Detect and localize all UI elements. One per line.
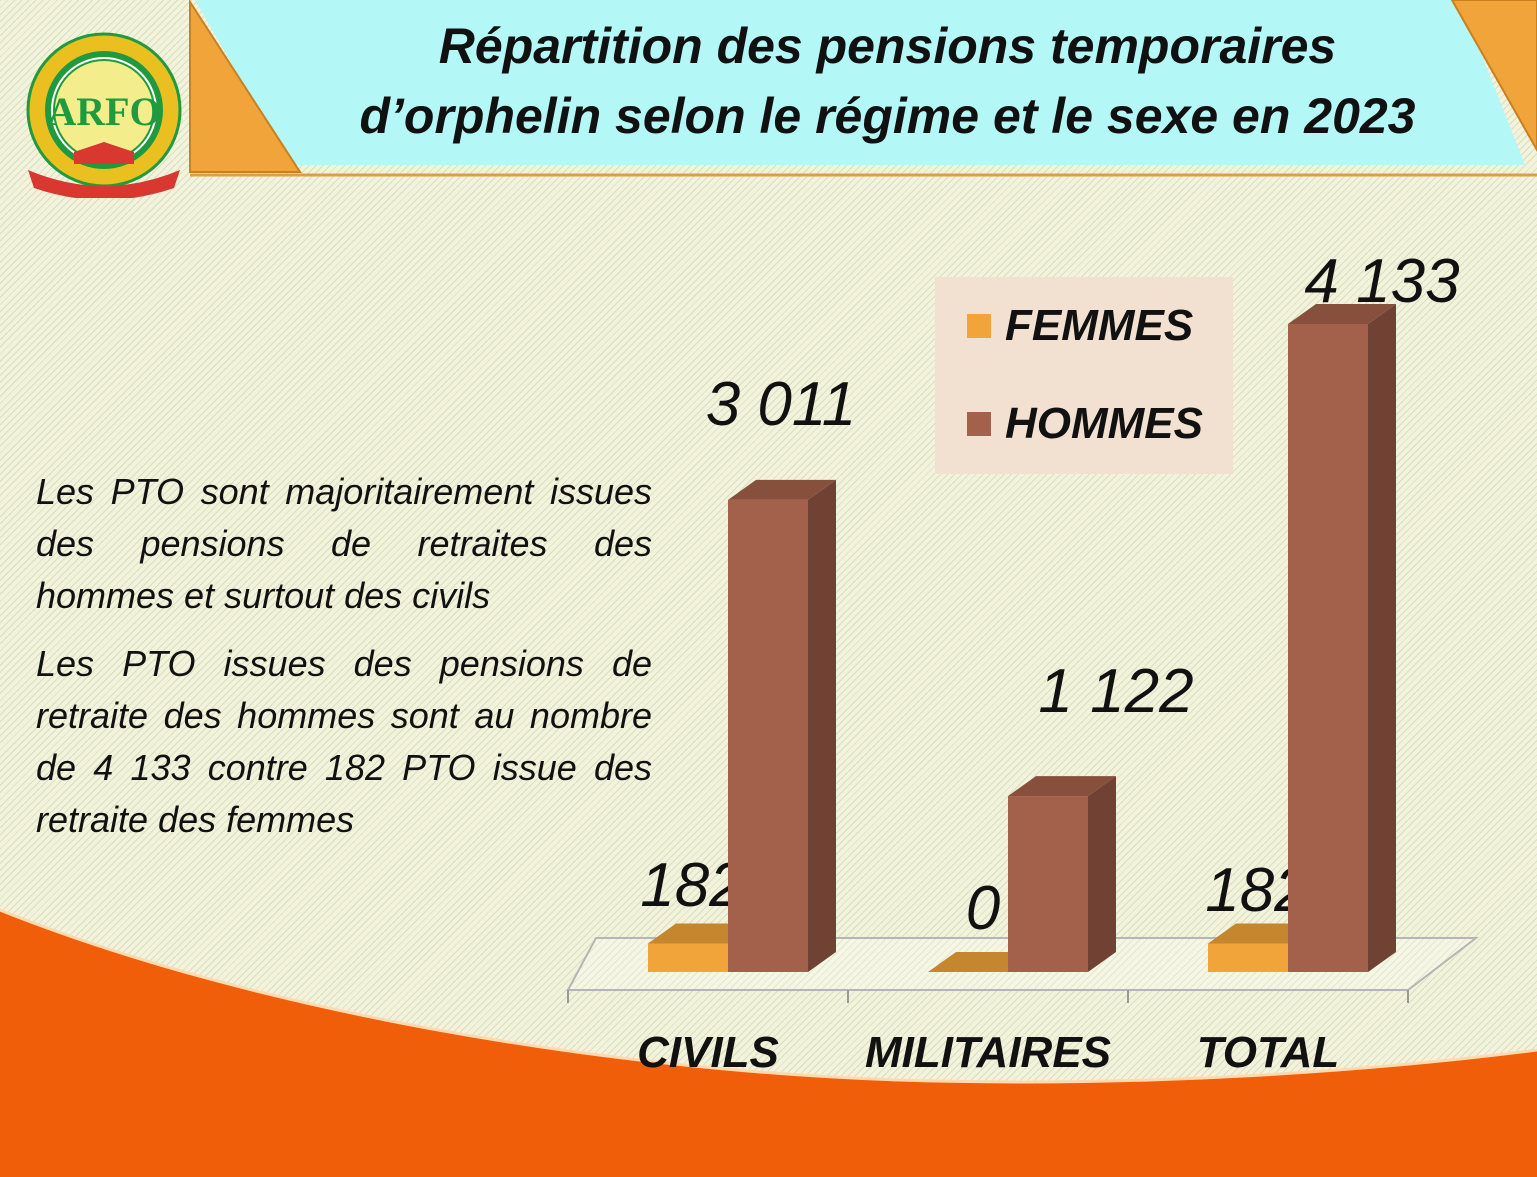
title-box: Répartition des pensions temporaires d’o… xyxy=(250,0,1525,162)
legend-item-femmes: FEMMES xyxy=(967,301,1193,351)
commentary: Les PTO sont majoritairement issues des … xyxy=(36,466,652,862)
chart-title-line-1: Répartition des pensions temporaires xyxy=(438,18,1337,74)
title-corner-left xyxy=(189,0,302,173)
bar-femmes-civils xyxy=(648,943,728,972)
chart-title-line-2: d’orphelin selon le régime et le sexe en… xyxy=(359,88,1416,144)
data-label-hommes-civils: 3 011 xyxy=(706,370,857,439)
category-label-militaires: MILITAIRES xyxy=(865,1028,1111,1077)
bar-hommes-civils xyxy=(728,499,808,972)
legend-swatch-femmes xyxy=(967,314,991,338)
title-corner-right xyxy=(1450,0,1537,153)
legend-item-hommes: HOMMES xyxy=(967,399,1203,449)
category-label-total: TOTAL xyxy=(1197,1028,1340,1077)
svg-text:ARFO: ARFO xyxy=(47,89,160,134)
bar-top-hommes-militaires xyxy=(1008,776,1116,797)
legend: FEMMES HOMMES xyxy=(935,277,1233,474)
bar-femmes-total xyxy=(1208,943,1288,972)
bar-hommes-militaires xyxy=(1008,796,1088,972)
data-label-femmes-civils: 182 xyxy=(640,851,743,920)
wave-highlight xyxy=(0,908,1537,1084)
bar-side-hommes-total xyxy=(1368,304,1396,972)
carfo-logo: ARFO xyxy=(26,32,182,198)
bar-hommes-total xyxy=(1288,324,1368,972)
commentary-paragraph-1: Les PTO sont majoritairement issues des … xyxy=(36,471,652,616)
legend-label-femmes: FEMMES xyxy=(1005,301,1194,350)
data-label-femmes-militaires: 0 xyxy=(966,874,1000,943)
data-label-hommes-militaires: 1 122 xyxy=(1038,657,1193,726)
orange-wave xyxy=(0,910,1537,1177)
commentary-paragraph-2: Les PTO issues des pensions de retraite … xyxy=(36,643,652,840)
legend-label-hommes: HOMMES xyxy=(1005,399,1203,448)
bar-top-hommes-total xyxy=(1288,304,1396,324)
legend-swatch-hommes xyxy=(967,412,991,436)
title-band xyxy=(195,0,1525,165)
category-label-civils: CIVILS xyxy=(637,1028,779,1077)
bar-top-hommes-civils xyxy=(728,479,836,500)
bar-side-hommes-civils xyxy=(808,479,836,972)
data-label-hommes-total: 4 133 xyxy=(1304,247,1459,316)
bar-side-hommes-militaires xyxy=(1088,776,1116,972)
